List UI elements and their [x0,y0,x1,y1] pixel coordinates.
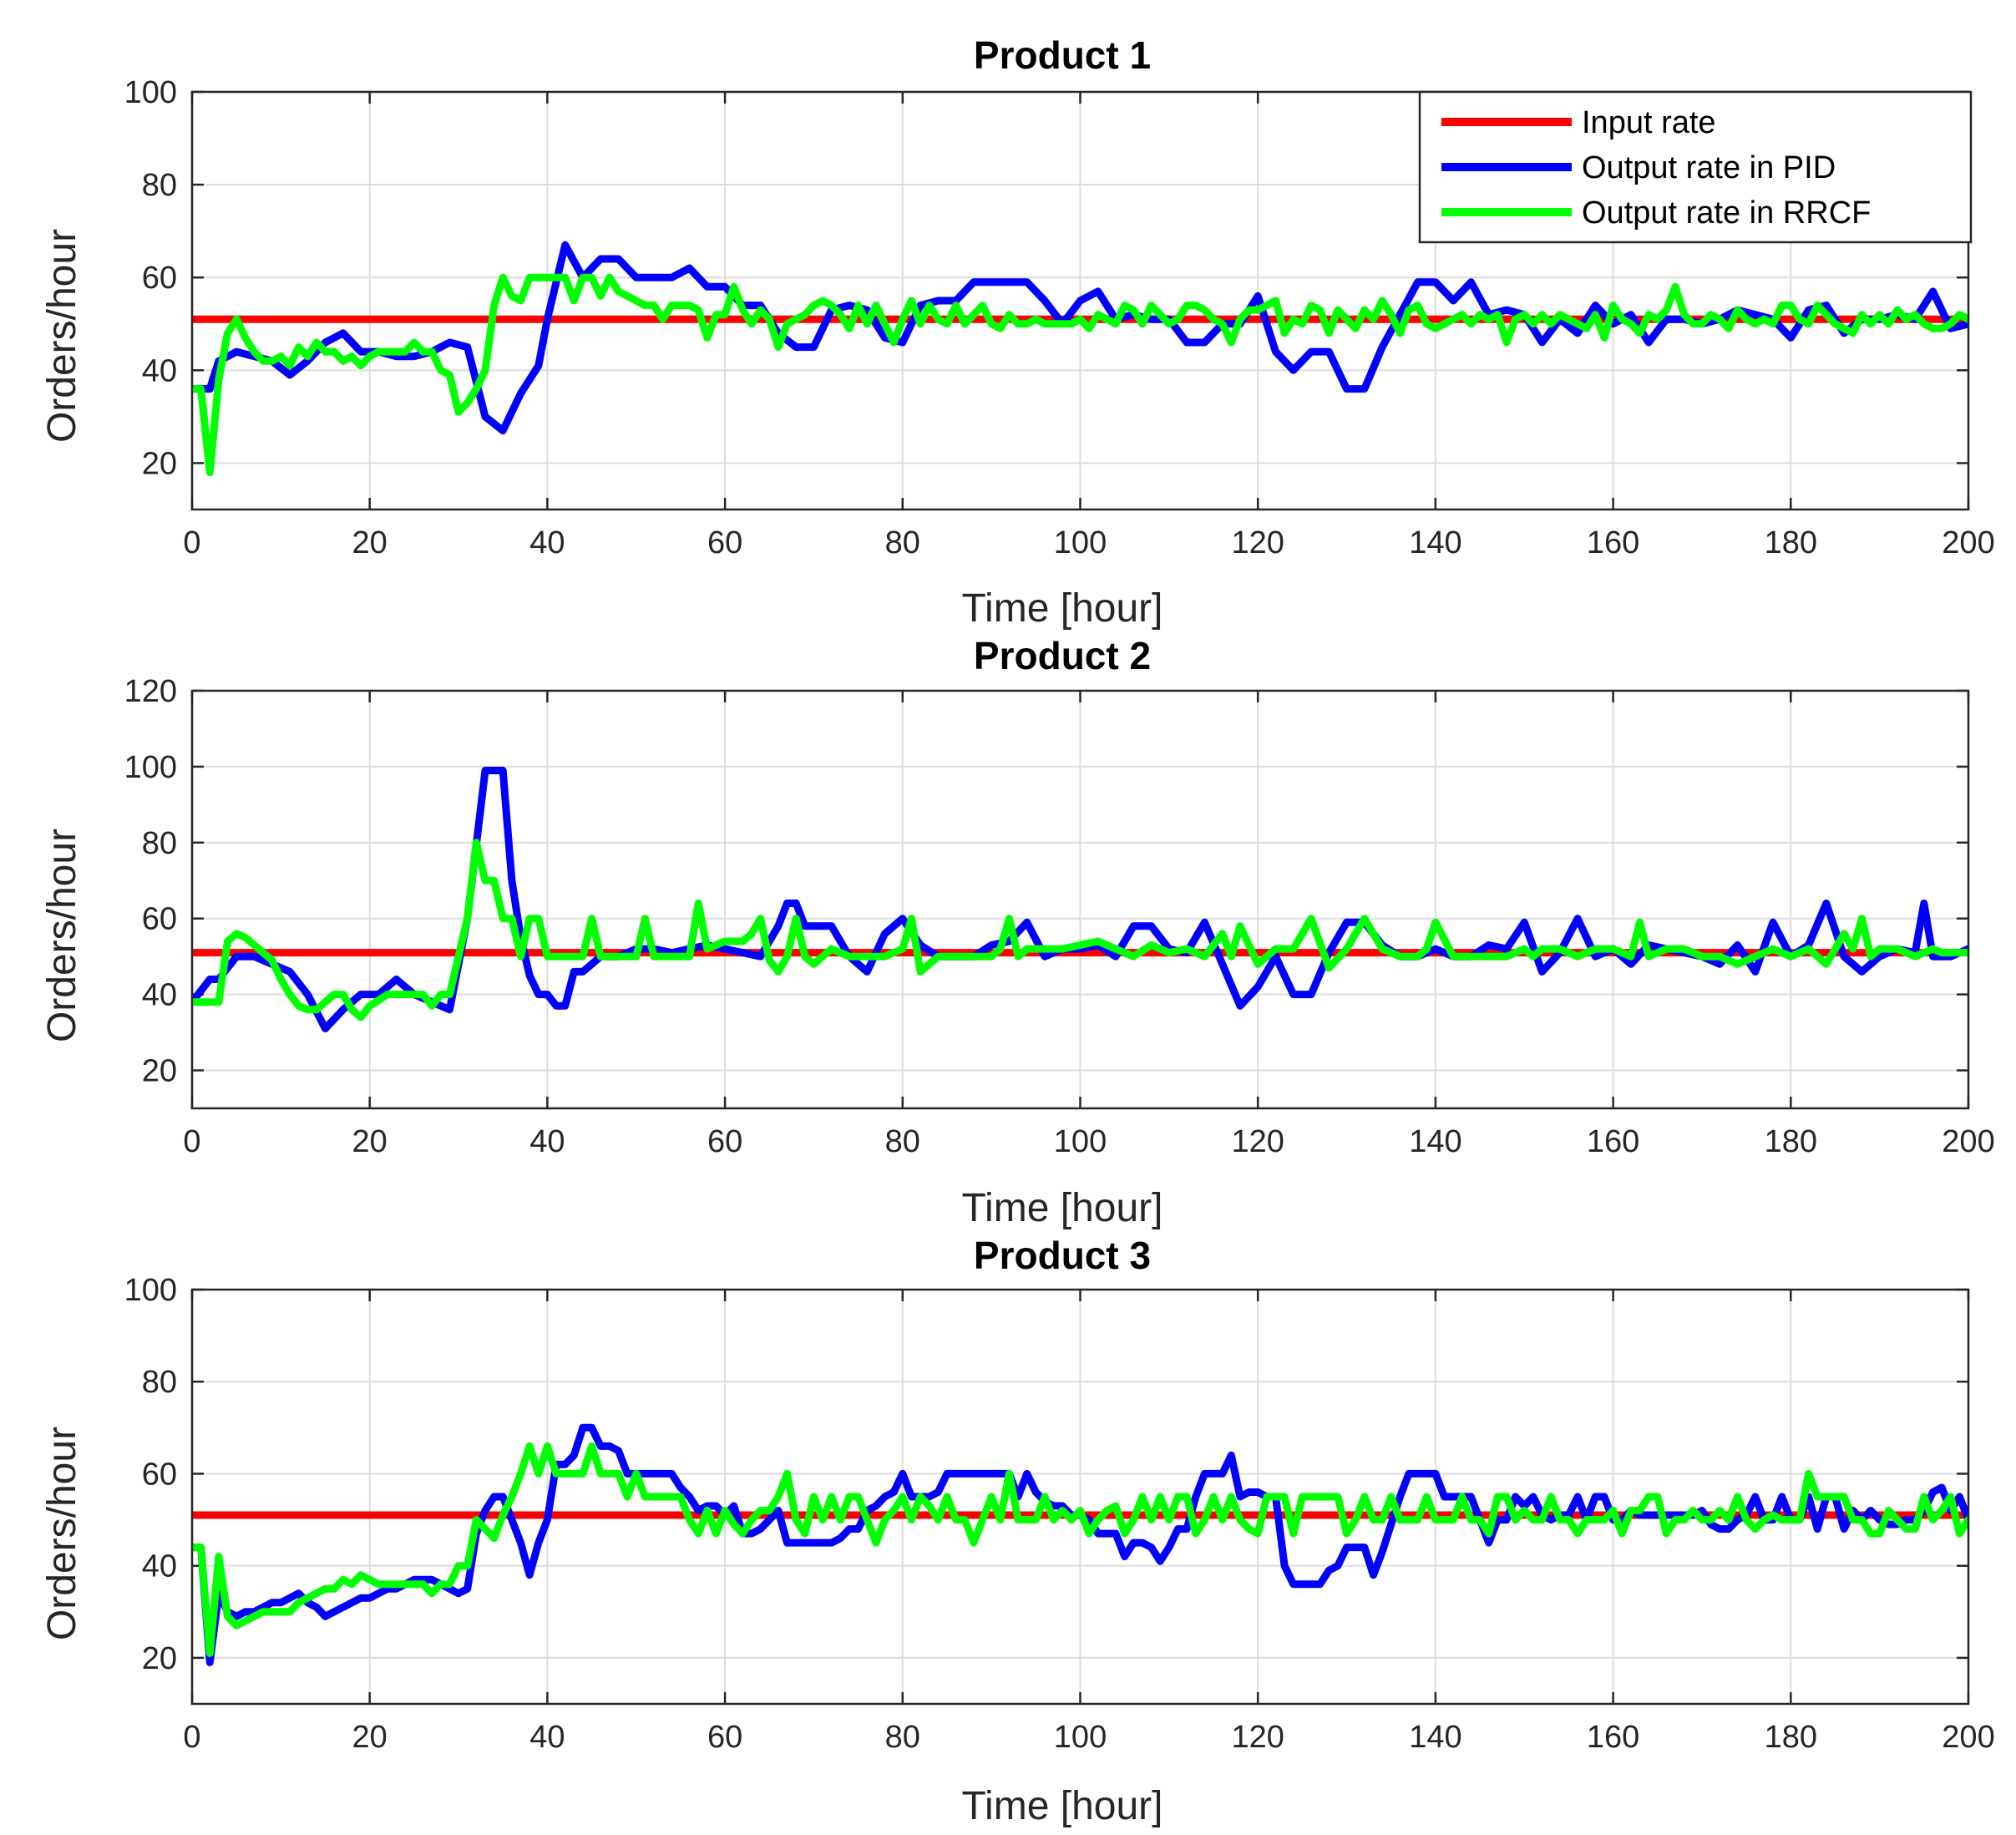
legend: Input rate Output rate in PID Output rat… [1418,90,1973,244]
x-tick-label: 20 [352,1124,387,1159]
x-tick-label: 100 [1054,1720,1107,1755]
x-tick-label: 0 [183,1720,200,1755]
x-tick-label: 60 [707,1720,742,1755]
y-tick-label: 40 [142,353,177,388]
x-tick-label: 200 [1942,1720,1994,1755]
x-tick-label: 0 [183,525,200,560]
series-rrcf-line [192,839,1968,1021]
y-tick-label: 60 [142,1457,177,1492]
x-tick-label: 120 [1231,1124,1284,1159]
x-tick-label: 100 [1054,525,1107,560]
x-tick-label: 140 [1409,525,1461,560]
x-tick-label: 80 [885,1720,920,1755]
chart-title: Product 3 [974,1234,1151,1277]
series-lines [192,241,1968,477]
legend-label-rrcf: Output rate in RRCF [1582,195,1871,231]
y-tick-label: 100 [124,750,177,785]
x-tick-label: 200 [1942,525,1994,560]
plot-area [190,689,1970,1108]
x-axis-label: Time [hour] [962,1186,1163,1230]
series-pid-line [192,241,1968,435]
x-tick-label: 60 [707,525,742,560]
x-tick-label: 180 [1765,1124,1817,1159]
x-tick-label: 160 [1587,525,1639,560]
axes-box [190,1288,1970,1706]
x-tick-label: 80 [885,525,920,560]
x-tick-label: 60 [707,1124,742,1159]
x-tick-label: 40 [529,1124,565,1159]
x-tick-label: 140 [1409,1124,1461,1159]
x-tick-label: 180 [1765,525,1817,560]
series-rrcf-line [192,1442,1968,1657]
x-tick-label: 160 [1587,1124,1639,1159]
chart-title: Product 1 [974,33,1151,77]
plot-area [190,1288,1970,1704]
series-lines [192,767,1968,1032]
x-axis-label: Time [hour] [962,586,1163,631]
axes-box [190,90,1970,511]
x-tick-label: 120 [1231,1720,1284,1755]
y-axis-label: Orders/hour [40,829,84,1042]
y-tick-label: 20 [142,1054,177,1089]
series-rrcf-line [192,273,1968,477]
y-tick-label: 20 [142,446,177,481]
x-tick-label: 140 [1409,1720,1461,1755]
y-axis-label: Orders/hour [40,229,84,443]
y-tick-label: 120 [124,674,177,709]
x-tick-label: 100 [1054,1124,1107,1159]
x-tick-label: 80 [885,1124,920,1159]
chart-product-3: Product 3 Time [hour] Orders/hour 0 20 40 6… [40,1234,1995,1828]
x-tick-label: 40 [529,1720,565,1755]
y-axis-label: Orders/hour [40,1427,84,1640]
legend-label-input: Input rate [1582,105,1716,140]
y-tick-label: 60 [142,261,177,296]
y-tick-label: 100 [124,1273,177,1308]
y-tick-label: 40 [142,978,177,1013]
y-tick-label: 80 [142,1365,177,1400]
y-tick-label: 60 [142,902,177,937]
x-tick-label: 20 [352,525,387,560]
y-tick-label: 80 [142,168,177,203]
x-tick-label: 200 [1942,1124,1994,1159]
y-tick-label: 100 [124,75,177,110]
series-lines [192,1423,1968,1666]
legend-label-pid: Output rate in PID [1582,150,1836,185]
x-tick-label: 0 [183,1124,200,1159]
chart-title: Product 2 [974,634,1151,677]
y-tick-label: 80 [142,826,177,861]
x-tick-label: 20 [352,1720,387,1755]
x-axis-label: Time [hour] [962,1784,1163,1828]
x-tick-label: 180 [1765,1720,1817,1755]
axes-box [190,689,1970,1110]
x-tick-label: 120 [1231,525,1284,560]
chart-product-2: Product 2 Time [hour] Orders/hour 0 20 40 6… [40,634,1995,1230]
y-tick-label: 40 [142,1549,177,1584]
y-tick-label: 20 [142,1641,177,1676]
x-tick-label: 160 [1587,1720,1639,1755]
x-tick-label: 40 [529,525,565,560]
